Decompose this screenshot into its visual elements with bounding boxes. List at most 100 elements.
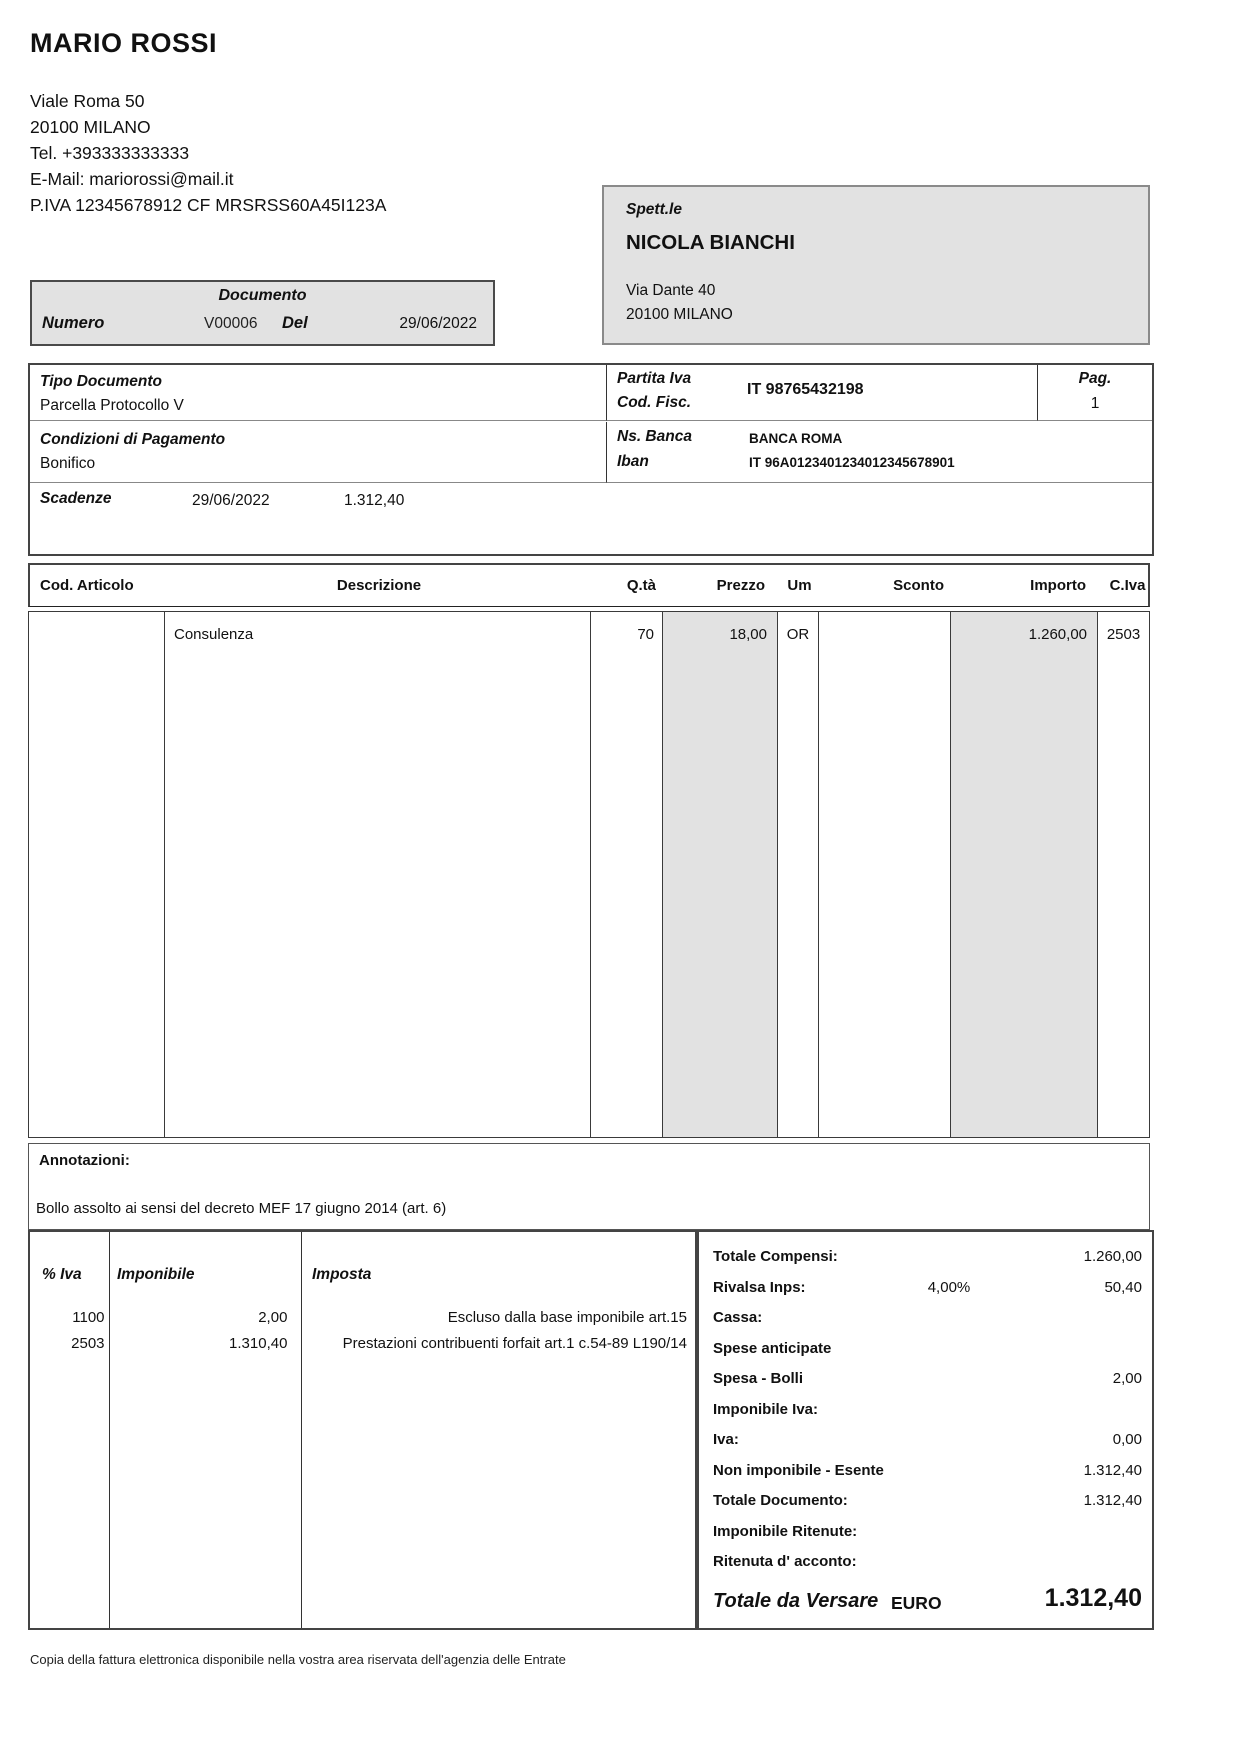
annotazioni-label: Annotazioni: xyxy=(39,1152,130,1169)
totals-row-label: Rivalsa Inps: xyxy=(713,1278,806,1296)
partita-iva-value: IT 98765432198 xyxy=(747,381,864,398)
totals-row: Totale Compensi: 1.260,00 xyxy=(699,1242,1152,1273)
ns-banca-label: Ns. Banca xyxy=(617,428,692,445)
item-prezzo: 18,00 xyxy=(729,626,767,643)
iva-imponibile: 1.310,40 xyxy=(229,1334,288,1352)
del-label: Del xyxy=(282,314,308,332)
item-cell-qta: 70 xyxy=(590,611,663,1138)
totals-row-label: Spese anticipate xyxy=(713,1339,832,1357)
col-header-importo: Importo xyxy=(1030,577,1086,594)
recipient-name: NICOLA BIANCHI xyxy=(626,231,795,254)
seller-address-line: P.IVA 12345678912 CF MRSRSS60A45I123A xyxy=(30,195,387,215)
iva-summary-table: % Iva Imponibile Imposta 1100 2,00 Esclu… xyxy=(28,1230,697,1630)
totals-row-value: 1.312,40 xyxy=(1083,1492,1142,1509)
numero-label: Numero xyxy=(42,314,105,332)
totals-row-label: Totale Documento: xyxy=(713,1492,848,1509)
tipo-documento-value: Parcella Protocollo V xyxy=(40,397,184,414)
iva-imposta: Escluso dalla base imponibile art.15 xyxy=(447,1308,687,1326)
col-header-qta: Q.tà xyxy=(626,577,656,594)
item-cell-importo: 1.260,00 xyxy=(950,611,1098,1138)
items-table-body: Consulenza 70 18,00 OR 1.260,00 2503 xyxy=(28,611,1150,1138)
item-qta: 70 xyxy=(637,626,654,643)
totals-row-value: 0,00 xyxy=(1112,1431,1142,1448)
item-cell-cod-articolo xyxy=(28,611,165,1138)
items-table-header: Cod. Articolo Descrizione Q.tà Prezzo Um… xyxy=(28,563,1150,607)
documento-title: Documento xyxy=(218,287,307,304)
item-cell-descrizione: Consulenza xyxy=(164,611,591,1138)
footer-note: Copia della fattura elettronica disponib… xyxy=(30,1652,566,1667)
seller-address-line: E-Mail: mariorossi@mail.it xyxy=(30,169,234,189)
condizioni-cell: Condizioni di Pagamento Bonifico xyxy=(30,422,607,483)
item-cell-prezzo: 18,00 xyxy=(662,611,778,1138)
seller-address-line: 20100 MILANO xyxy=(30,117,151,137)
totals-row: Imponibile Ritenute: xyxy=(699,1517,1152,1548)
totals-row: Imponibile Iva: xyxy=(699,1395,1152,1426)
scadenze-amount: 1.312,40 xyxy=(344,492,405,509)
col-header-um: Um xyxy=(787,577,812,594)
scadenze-label: Scadenze xyxy=(40,490,112,507)
totals-row: Spese anticipate xyxy=(699,1334,1152,1365)
item-importo: 1.260,00 xyxy=(1028,626,1087,643)
iban-label: Iban xyxy=(617,453,649,470)
iva-row: 2503 1.310,40 Prestazioni contribuenti f… xyxy=(30,1330,695,1356)
totals-row: Iva: 0,00 xyxy=(699,1425,1152,1456)
totals-row: Ritenuta d' acconto: xyxy=(699,1547,1152,1578)
totals-row: Rivalsa Inps: 4,00% 50,40 xyxy=(699,1273,1152,1304)
iva-code: 1100 xyxy=(72,1308,105,1326)
pag-cell: Pag. 1 xyxy=(1038,365,1152,421)
totals-row-label: Imponibile Iva: xyxy=(713,1400,819,1418)
recipient-address-line: 20100 MILANO xyxy=(626,306,733,323)
item-cell-civa: 2503 xyxy=(1097,611,1150,1138)
iva-rows: 1100 2,00 Escluso dalla base imponibile … xyxy=(30,1304,695,1356)
totals-box: Totale Compensi: 1.260,00 Rivalsa Inps: … xyxy=(697,1230,1154,1630)
condizioni-value: Bonifico xyxy=(40,455,96,472)
seller-name: MARIO ROSSI xyxy=(30,28,218,58)
grand-total-row: Totale da Versare EURO 1.312,40 xyxy=(699,1582,1152,1626)
totals-row-label: Imponibile Ritenute: xyxy=(713,1522,858,1540)
iva-imposta: Prestazioni contribuenti forfait art.1 c… xyxy=(342,1334,687,1352)
col-header-civa: C.Iva xyxy=(1109,577,1146,594)
pag-label: Pag. xyxy=(1078,370,1112,387)
documento-box: Documento Numero V00006 Del 29/06/2022 xyxy=(30,280,495,346)
info-table: Tipo Documento Parcella Protocollo V Par… xyxy=(28,363,1154,556)
totals-row-value: 2,00 xyxy=(1112,1370,1142,1387)
grand-total-currency: EURO xyxy=(891,1593,942,1613)
tipo-documento-cell: Tipo Documento Parcella Protocollo V xyxy=(30,365,607,421)
seller-address-line: Viale Roma 50 xyxy=(30,91,145,111)
recipient-label: Spett.le xyxy=(626,201,682,218)
totals-row-label: Spesa - Bolli xyxy=(713,1370,804,1387)
iva-header-imponibile: Imponibile xyxy=(117,1266,195,1283)
annotazioni-text: Bollo assolto ai sensi del decreto MEF 1… xyxy=(36,1200,447,1217)
recipient-address: Via Dante 40 20100 MILANO xyxy=(626,279,733,327)
totals-row-label: Ritenuta d' acconto: xyxy=(713,1553,857,1570)
iva-header-imposta: Imposta xyxy=(312,1266,372,1283)
totals-row: Totale Documento: 1.312,40 xyxy=(699,1486,1152,1517)
totals-rows: Totale Compensi: 1.260,00 Rivalsa Inps: … xyxy=(699,1242,1152,1578)
del-value: 29/06/2022 xyxy=(399,315,477,332)
item-civa: 2503 xyxy=(1106,626,1141,643)
totals-row-value: 1.260,00 xyxy=(1083,1248,1142,1265)
tipo-documento-label: Tipo Documento xyxy=(40,373,162,390)
iva-code: 2503 xyxy=(71,1334,105,1352)
scadenze-date: 29/06/2022 xyxy=(192,492,270,509)
col-header-sconto: Sconto xyxy=(893,577,944,594)
banca-value: BANCA ROMA xyxy=(749,431,843,446)
totals-row-value: 1.312,40 xyxy=(1083,1461,1142,1479)
condizioni-label: Condizioni di Pagamento xyxy=(40,431,226,448)
recipient-address-line: Via Dante 40 xyxy=(626,282,716,299)
totals-row-percent: 4,00% xyxy=(927,1278,971,1296)
iban-value: IT 96A0123401234012345678901 xyxy=(749,455,955,470)
numero-value: V00006 xyxy=(204,315,258,332)
recipient-box: Spett.le NICOLA BIANCHI Via Dante 40 201… xyxy=(602,185,1150,345)
item-descrizione: Consulenza xyxy=(174,626,254,643)
totals-row-label: Totale Compensi: xyxy=(713,1248,838,1265)
iva-imponibile: 2,00 xyxy=(258,1308,288,1326)
totals-row-label: Non imponibile - Esente xyxy=(713,1461,884,1479)
totals-row: Cassa: xyxy=(699,1303,1152,1334)
partita-iva-label: Partita Iva xyxy=(617,370,692,387)
col-header-descrizione: Descrizione xyxy=(336,577,422,594)
seller-address: Viale Roma 50 20100 MILANO Tel. +3933333… xyxy=(30,88,386,218)
totals-row: Non imponibile - Esente 1.312,40 xyxy=(699,1456,1152,1487)
grand-total-label: Totale da Versare xyxy=(713,1590,879,1612)
